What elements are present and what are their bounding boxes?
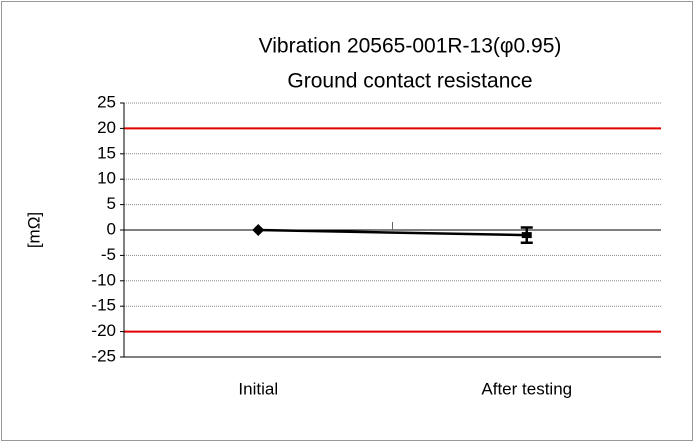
y-tick-label: 5 xyxy=(107,194,116,213)
y-tick-label: 0 xyxy=(107,219,116,238)
y-tick-label: 10 xyxy=(97,169,116,188)
x-tick-label: After testing xyxy=(481,379,572,398)
y-tick-label: 25 xyxy=(97,92,116,111)
y-tick-label: -10 xyxy=(91,270,116,289)
x-tick-label: Initial xyxy=(238,379,278,398)
y-tick-label: -15 xyxy=(91,296,116,315)
y-tick-label: 20 xyxy=(97,118,116,137)
y-tick-label: -25 xyxy=(91,346,116,365)
y-tick-label: -20 xyxy=(91,321,116,340)
point xyxy=(521,232,532,239)
y-tick-label: 15 xyxy=(97,143,116,162)
y-tick-label: -5 xyxy=(101,245,116,264)
point xyxy=(252,224,265,236)
series-line xyxy=(258,228,527,237)
chart-title: Vibration 20565-001R-13(φ0.95) xyxy=(259,35,562,58)
chart-subtitle: Ground contact resistance xyxy=(287,70,532,93)
y-axis-label: [mΩ] xyxy=(24,212,43,248)
